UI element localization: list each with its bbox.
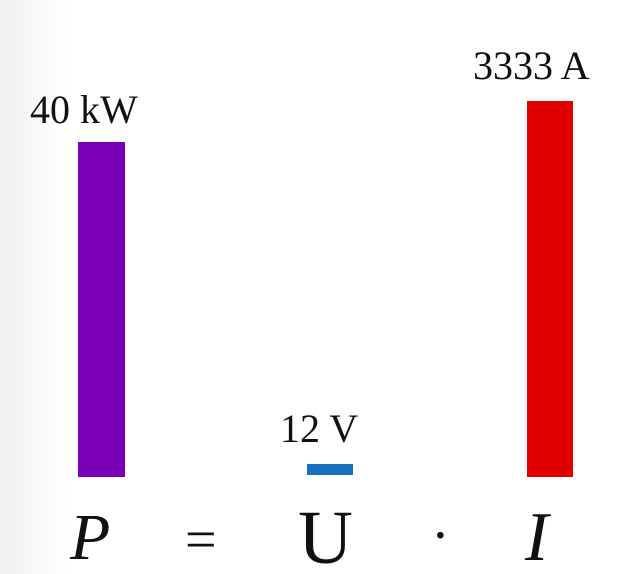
voltage-value-label: 12 V bbox=[280, 406, 359, 451]
current-bar bbox=[527, 101, 573, 477]
power-value-label: 40 kW bbox=[30, 87, 138, 132]
formula-current-symbol: I bbox=[525, 499, 549, 574]
power-bar bbox=[78, 142, 125, 477]
current-value-label: 3333 A bbox=[473, 43, 590, 88]
formula-voltage-symbol: U bbox=[298, 496, 353, 574]
formula-multiply-dot: · bbox=[431, 505, 450, 567]
voltage-bar bbox=[307, 464, 353, 475]
formula-power-symbol: P bbox=[70, 501, 111, 574]
formula-equals-sign: = bbox=[185, 509, 217, 571]
